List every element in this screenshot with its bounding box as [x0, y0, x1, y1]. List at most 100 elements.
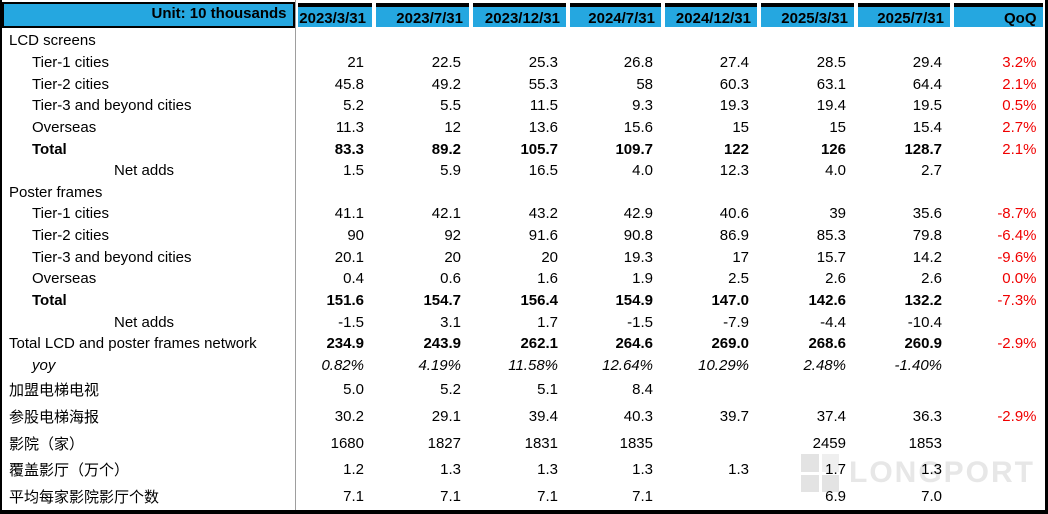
date-column-header: 2023/3/31: [295, 0, 374, 30]
value-cell: 5.5: [440, 97, 461, 115]
row-label: Total LCD and poster frames network: [2, 332, 296, 355]
value-cell: [568, 181, 663, 203]
value-cell: 1.2: [343, 461, 364, 479]
value-cell: 37.4: [816, 407, 846, 425]
value-cell: [759, 181, 856, 203]
row-label: 平均每家影院影厅个数: [2, 483, 296, 510]
value-cell: -1.5: [627, 313, 653, 331]
value-cell: 105.7: [520, 140, 558, 158]
value-cell: 126: [820, 140, 846, 158]
value-cell: 2.5: [728, 270, 749, 288]
table-row: yoy 0.82% 4.19% 11.58% 12.64% 10.29% 2.48% -1.4…: [2, 354, 1045, 377]
value-cell: 0.6: [440, 270, 461, 288]
value-cell: 64.4: [912, 75, 942, 93]
value-cell: 11.5: [529, 97, 558, 115]
value-cell: 89.2: [431, 140, 461, 158]
value-cell: 19.3: [719, 97, 749, 115]
qoq-cell: -2.9%: [997, 407, 1037, 425]
row-label: LCD screens: [2, 30, 296, 52]
value-cell: [663, 430, 759, 457]
value-cell: [759, 30, 856, 52]
value-cell: 35.6: [912, 205, 942, 223]
qoq-cell: [952, 311, 1045, 333]
value-cell: 260.9: [904, 335, 942, 353]
value-cell: 90.8: [623, 227, 653, 245]
value-cell: 15: [829, 118, 846, 136]
table-row: Tier-1 cities 41.1 42.1 43.2 42.9 40.6 39 35.6 -…: [2, 203, 1045, 225]
qoq-cell: [952, 30, 1045, 52]
qoq-cell: -6.4%: [997, 227, 1037, 245]
value-cell: 154.7: [423, 292, 461, 309]
value-cell: 1.3: [632, 461, 653, 479]
table-row: Total 83.3 89.2 105.7 109.7 122 126 128.7 2.1%: [2, 138, 1045, 160]
value-cell: 29.4: [912, 53, 942, 71]
value-cell: 19.4: [816, 97, 846, 115]
qoq-column-header: QoQ: [952, 0, 1045, 30]
value-cell: [374, 181, 471, 203]
row-label: Tier-1 cities: [2, 51, 296, 74]
qoq-cell: 0.5%: [1002, 97, 1037, 115]
value-cell: 28.5: [816, 53, 846, 71]
value-cell: 55.3: [528, 75, 558, 93]
value-cell: 5.9: [440, 162, 461, 180]
value-cell: 269.0: [711, 335, 749, 353]
row-label: Total: [2, 289, 296, 312]
value-cell: 6.9: [825, 488, 846, 506]
date-column-header: 2024/12/31: [663, 0, 759, 30]
value-cell: [374, 30, 471, 52]
date-column-header: 2023/7/31: [374, 0, 471, 30]
header-row: Unit: 10 thousands 2023/3/31 2023/7/31 202…: [2, 0, 1045, 30]
value-cell: 243.9: [423, 335, 461, 353]
qoq-cell: -7.3%: [997, 292, 1037, 309]
value-cell: 109.7: [615, 140, 653, 158]
value-cell: 15.6: [623, 118, 653, 136]
qoq-cell: -9.6%: [997, 248, 1037, 266]
value-cell: -10.4: [907, 313, 942, 331]
value-cell: 30.2: [334, 407, 364, 425]
value-cell: 156.4: [520, 292, 558, 309]
value-cell: 86.9: [719, 227, 749, 245]
table-row: Net adds 1.5 5.9 16.5 4.0 12.3 4.0 2.7: [2, 159, 1045, 182]
value-cell: -7.9: [723, 313, 749, 331]
value-cell: 58: [636, 75, 653, 93]
value-cell: 11.58%: [508, 356, 558, 374]
qoq-cell: -2.9%: [997, 335, 1037, 353]
value-cell: 1835: [619, 434, 653, 452]
row-label: Tier-3 and beyond cities: [2, 246, 296, 269]
value-cell: 1.9: [632, 270, 653, 288]
value-cell: 5.2: [343, 97, 364, 115]
table-body: LCD screens Tier-1 cities 21 22.5 25.3 26.8 27…: [2, 30, 1045, 510]
date-column-header: 2024/7/31: [568, 0, 663, 30]
value-cell: 2459: [812, 434, 846, 452]
value-cell: 1.5: [343, 162, 364, 180]
value-cell: -1.5: [338, 313, 364, 331]
value-cell: [759, 376, 856, 403]
qoq-cell: [952, 181, 1045, 203]
value-cell: 7.1: [632, 488, 653, 506]
value-cell: 7.0: [921, 488, 942, 506]
date-column-header: 2023/12/31: [471, 0, 568, 30]
row-label: Tier-2 cities: [2, 73, 296, 95]
value-cell: 1680: [330, 434, 364, 452]
value-cell: [663, 483, 759, 510]
unit-label: Unit: 10 thousands: [2, 2, 294, 28]
qoq-cell: 0.0%: [1002, 270, 1037, 288]
value-cell: 42.1: [431, 205, 461, 223]
value-cell: 1853: [908, 434, 942, 452]
value-cell: 1.7: [825, 461, 846, 479]
table-row: 加盟电梯电视 5.0 5.2 5.1 8.4: [2, 376, 1045, 403]
value-cell: 85.3: [816, 227, 846, 245]
value-cell: 5.2: [440, 381, 461, 399]
value-cell: 20.1: [334, 248, 364, 266]
value-cell: 2.7: [921, 162, 942, 180]
table-row: Poster frames: [2, 181, 1045, 204]
value-cell: 14.2: [912, 248, 942, 266]
value-cell: 4.0: [825, 162, 846, 180]
table-row: Total LCD and poster frames network 234.9…: [2, 332, 1045, 355]
value-cell: 17: [732, 248, 749, 266]
qoq-cell: [952, 483, 1045, 510]
table-row: Total 151.6 154.7 156.4 154.9 147.0 142.6 132.2…: [2, 289, 1045, 312]
qoq-cell: 2.1%: [1002, 140, 1037, 158]
date-column-header: 2025/3/31: [759, 0, 856, 30]
qoq-cell: [952, 456, 1045, 483]
